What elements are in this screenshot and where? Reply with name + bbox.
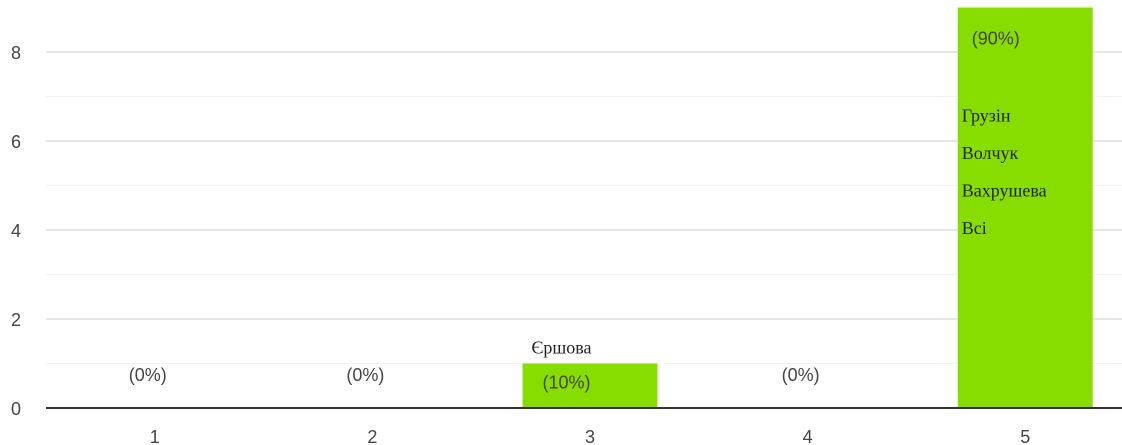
y-tick-label: 2 [11, 310, 21, 330]
name-label: Волчук [962, 143, 1019, 163]
y-tick-label: 4 [11, 221, 21, 241]
bar [957, 7, 1093, 408]
x-tick-label: 3 [585, 427, 595, 445]
y-tick-label: 6 [11, 132, 21, 152]
x-tick-label: 4 [803, 427, 813, 445]
bar [522, 363, 658, 408]
percent-label: (0%) [782, 365, 820, 385]
name-label: Грузін [962, 106, 1011, 126]
name-label: Вахрушева [962, 181, 1047, 201]
y-tick-label: 0 [11, 399, 21, 419]
x-tick-label: 1 [150, 427, 160, 445]
name-label: Єршова [532, 338, 592, 358]
percent-label: (0%) [346, 365, 384, 385]
name-label: Всі [962, 218, 987, 238]
percent-label: (10%) [543, 372, 591, 392]
x-tick-label: 2 [367, 427, 377, 445]
percent-label: (0%) [129, 365, 167, 385]
y-tick-label: 8 [11, 43, 21, 63]
x-tick-label: 5 [1020, 427, 1030, 445]
percent-label: (90%) [972, 28, 1020, 48]
